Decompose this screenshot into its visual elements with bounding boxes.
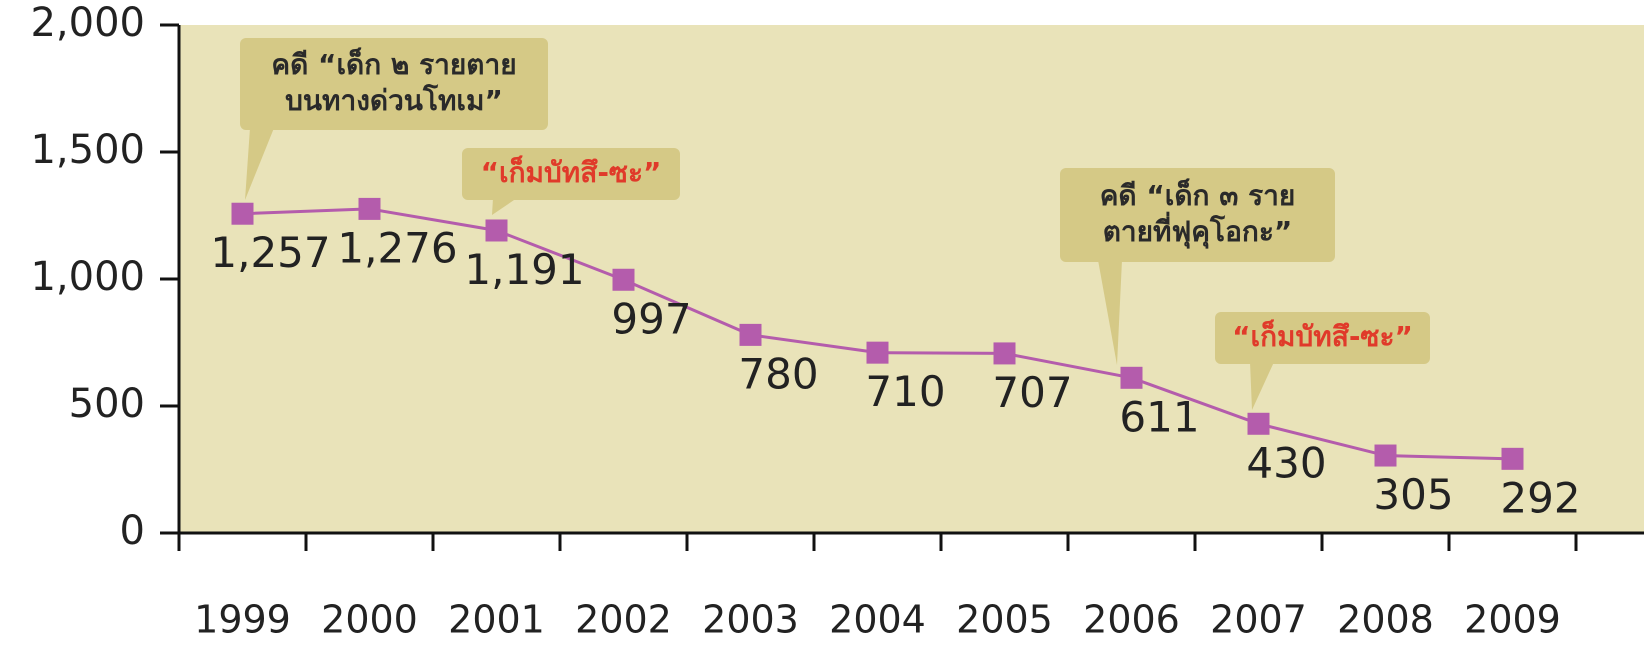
x-tick-label: 2002 [575,598,672,642]
x-tick-label: 2003 [702,598,799,642]
point-marker [993,342,1016,365]
y-tick-label: 1,500 [30,127,145,173]
point-marker [1501,447,1524,470]
callout-text: คดี “เด็ก ๓ ราย [1100,178,1296,212]
data-label: 997 [611,294,691,343]
callout-text: บนทางด่วนโทเม” [285,83,503,117]
data-label: 780 [738,349,818,398]
x-tick-label: 2009 [1464,598,1561,642]
callout-pointer [492,198,517,215]
point-marker [1247,412,1270,435]
y-tick-label: 500 [69,381,145,427]
callout-pointer [245,128,274,200]
x-tick-label: 2005 [956,598,1053,642]
callout-text: ตายที่ฟุคุโอกะ” [1103,211,1293,249]
callout-pointer [1250,362,1274,410]
x-tick-label: 2000 [321,598,418,642]
data-label: 710 [865,367,945,416]
callout-box [240,38,548,130]
data-label: 305 [1373,470,1453,519]
data-label: 1,257 [210,228,330,277]
callout-box [1215,312,1430,364]
callout-box [1060,168,1335,262]
data-label: 292 [1500,473,1580,522]
y-tick-label: 0 [120,508,145,554]
data-label: 611 [1119,392,1199,441]
callout-box [462,148,680,200]
x-tick-label: 2004 [829,598,926,642]
point-marker [1374,444,1397,467]
point-marker [739,323,762,346]
x-tick-label: 1999 [194,598,291,642]
y-tick-label: 2,000 [30,0,145,46]
data-label: 707 [992,368,1072,417]
x-tick-label: 2008 [1337,598,1434,642]
callout-text: “เก็มบัทสึ-ซะ” [1232,319,1413,353]
x-tick-label: 2007 [1210,598,1307,642]
callout-text: คดี “เด็ก ๒ รายตาย [271,47,516,81]
y-tick-label: 1,000 [30,254,145,300]
point-marker [358,197,381,220]
data-label: 430 [1246,438,1326,487]
point-marker [485,219,508,242]
point-marker [1120,366,1143,389]
data-label: 1,191 [464,245,584,294]
point-marker [231,202,254,225]
x-tick-label: 2006 [1083,598,1180,642]
point-marker [866,341,889,364]
callout-text: “เก็มบัทสึ-ซะ” [481,155,662,189]
point-marker [612,268,635,291]
x-tick-label: 2001 [448,598,545,642]
data-label: 1,276 [337,223,457,272]
callout-pointer [1098,260,1122,365]
